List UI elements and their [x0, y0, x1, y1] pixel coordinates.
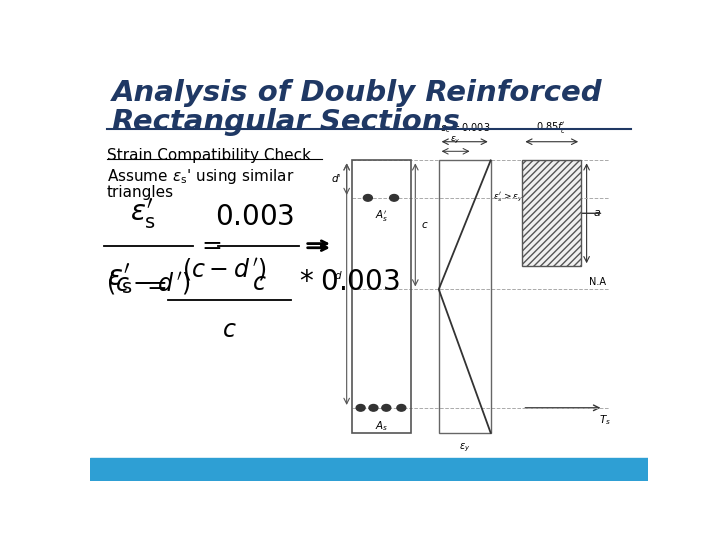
Text: Assume $\varepsilon_{\rm s}$' using similar: Assume $\varepsilon_{\rm s}$' using simi…	[107, 167, 294, 186]
Text: $\varepsilon_c = 0.003$: $\varepsilon_c = 0.003$	[439, 122, 490, 136]
Text: $\varepsilon_y$: $\varepsilon_y$	[459, 442, 470, 454]
Text: Rectangular Sections: Rectangular Sections	[112, 109, 460, 137]
Text: $0.85f_c'$: $0.85f_c'$	[536, 120, 567, 136]
Text: Strain Compatibility Check: Strain Compatibility Check	[107, 148, 311, 163]
Text: $(c-d\,')$: $(c-d\,')$	[107, 271, 191, 297]
Text: $(c-d\,')$: $(c-d\,')$	[181, 256, 266, 283]
Circle shape	[356, 404, 365, 411]
Text: N.A: N.A	[590, 277, 606, 287]
Text: $c$: $c$	[252, 271, 266, 295]
Text: $\varepsilon_{\rm s}'$: $\varepsilon_{\rm s}'$	[130, 197, 156, 231]
Text: Analysis of Doubly Reinforced: Analysis of Doubly Reinforced	[112, 79, 603, 107]
Circle shape	[369, 404, 378, 411]
Text: $\varepsilon_y$: $\varepsilon_y$	[450, 135, 461, 146]
Text: c: c	[422, 220, 428, 230]
Circle shape	[382, 404, 391, 411]
Bar	[90, 458, 648, 481]
Text: $T_s$: $T_s$	[599, 413, 611, 427]
Circle shape	[364, 194, 372, 201]
Text: $=$: $=$	[197, 232, 222, 255]
Text: $A_s$: $A_s$	[374, 420, 388, 433]
Text: triangles: triangles	[107, 185, 174, 200]
Bar	[352, 160, 411, 433]
Text: $\varepsilon_{\rm s}'$: $\varepsilon_{\rm s}'$	[107, 261, 133, 295]
Text: d': d'	[332, 174, 341, 184]
Text: d: d	[335, 271, 341, 281]
Text: $=$: $=$	[142, 272, 167, 295]
Circle shape	[390, 194, 399, 201]
Text: $0.003$: $0.003$	[215, 203, 294, 231]
Text: $c$: $c$	[222, 319, 237, 342]
Bar	[523, 160, 581, 266]
Bar	[438, 160, 490, 433]
Text: $A_s'$: $A_s'$	[374, 208, 388, 224]
Text: $\varepsilon_s' > \varepsilon_y$: $\varepsilon_s' > \varepsilon_y$	[493, 191, 523, 205]
Text: a: a	[593, 208, 600, 218]
Circle shape	[397, 404, 406, 411]
Text: $* \; 0.003$: $* \; 0.003$	[300, 267, 400, 295]
